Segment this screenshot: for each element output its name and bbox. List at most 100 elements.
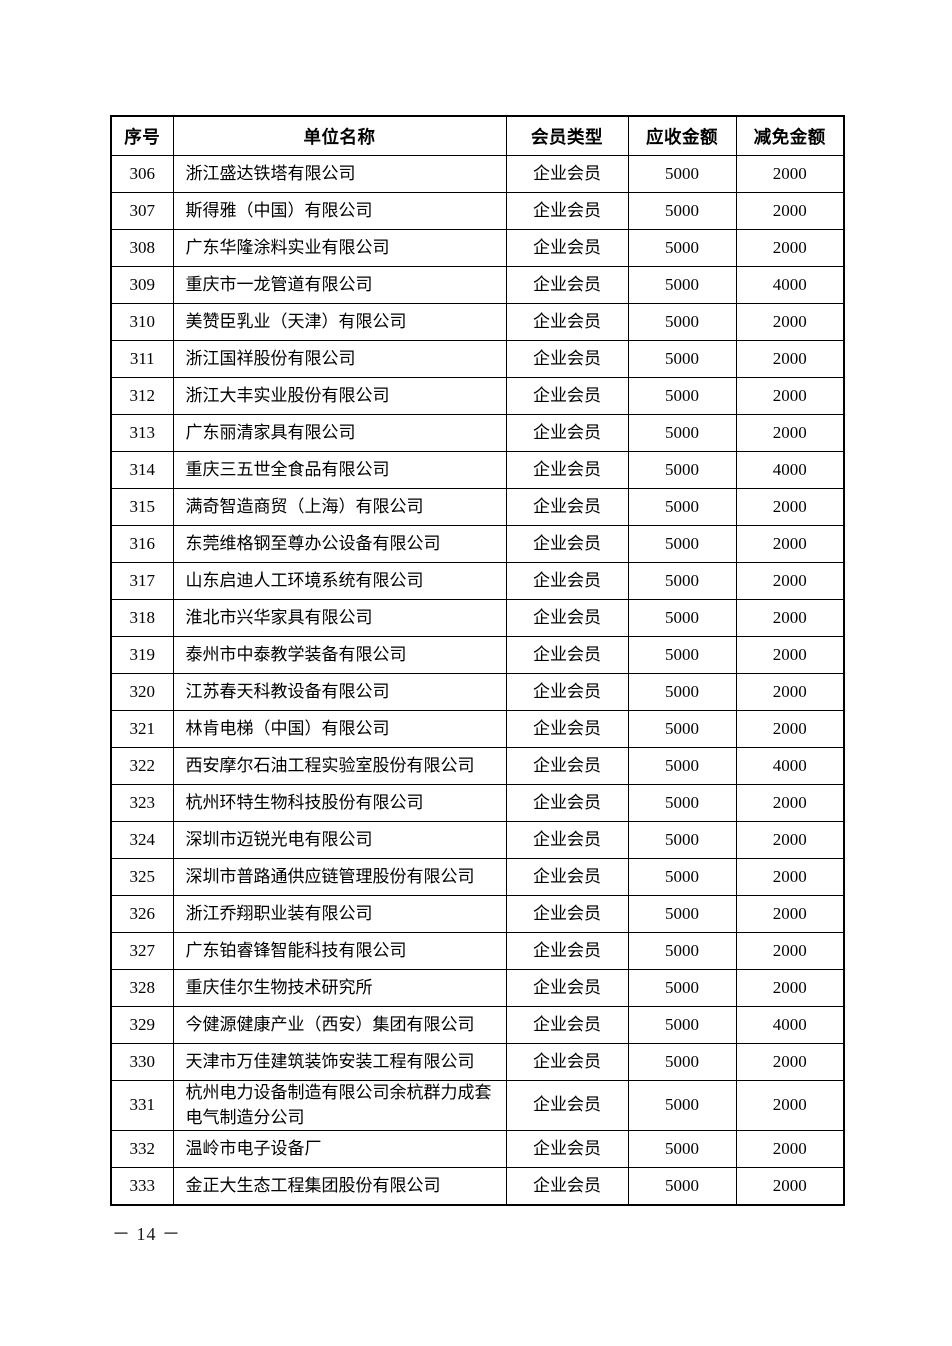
serial-number-column-header: 序号 (110, 115, 174, 156)
reduction-amount-cell: 2000 (735, 1130, 845, 1169)
table-row: 328 重庆佳尔生物技术研究所 企业会员 5000 2000 (110, 969, 845, 1007)
member-type-cell: 企业会员 (505, 1079, 629, 1132)
serial-number-cell: 313 (110, 414, 174, 452)
unit-name-cell: 广东丽清家具有限公司 (172, 414, 507, 452)
table-row: 312 浙江大丰实业股份有限公司 企业会员 5000 2000 (110, 377, 845, 415)
unit-name-cell: 泰州市中泰教学装备有限公司 (172, 636, 507, 674)
table-row: 306 浙江盛达铁塔有限公司 企业会员 5000 2000 (110, 155, 845, 193)
serial-number-cell: 311 (110, 340, 174, 378)
reduction-amount-cell: 2000 (735, 303, 845, 341)
member-type-cell: 企业会员 (505, 229, 629, 267)
member-type-cell: 企业会员 (505, 303, 629, 341)
reduction-amount-cell: 2000 (735, 525, 845, 563)
reduction-amount-cell: 2000 (735, 784, 845, 822)
receivable-amount-cell: 5000 (627, 599, 737, 637)
member-type-cell: 企业会员 (505, 969, 629, 1007)
member-type-cell: 企业会员 (505, 1130, 629, 1169)
reduction-amount-cell: 2000 (735, 969, 845, 1007)
member-type-cell: 企业会员 (505, 1043, 629, 1081)
reduction-amount-cell: 4000 (735, 266, 845, 304)
serial-number-cell: 306 (110, 155, 174, 193)
member-type-cell: 企业会员 (505, 821, 629, 859)
receivable-amount-cell: 5000 (627, 303, 737, 341)
reduction-amount-cell: 2000 (735, 1167, 845, 1206)
serial-number-cell: 324 (110, 821, 174, 859)
serial-number-cell: 327 (110, 932, 174, 970)
unit-name-cell: 重庆佳尔生物技术研究所 (172, 969, 507, 1007)
unit-name-cell: 浙江国祥股份有限公司 (172, 340, 507, 378)
unit-name-cell: 斯得雅（中国）有限公司 (172, 192, 507, 230)
receivable-amount-cell: 5000 (627, 784, 737, 822)
member-type-cell: 企业会员 (505, 155, 629, 193)
table-row: 317 山东启迪人工环境系统有限公司 企业会员 5000 2000 (110, 562, 845, 600)
reduction-amount-cell: 2000 (735, 1079, 845, 1132)
table-row: 333 金正大生态工程集团股份有限公司 企业会员 5000 2000 (110, 1167, 845, 1206)
reduction-amount-cell: 4000 (735, 747, 845, 785)
serial-number-cell: 329 (110, 1006, 174, 1044)
receivable-amount-cell: 5000 (627, 340, 737, 378)
unit-name-cell: 杭州电力设备制造有限公司余杭群力成套电气制造分公司 (172, 1079, 507, 1132)
serial-number-cell: 317 (110, 562, 174, 600)
serial-number-cell: 322 (110, 747, 174, 785)
reduction-amount-cell: 2000 (735, 821, 845, 859)
member-type-cell: 企业会员 (505, 266, 629, 304)
receivable-amount-cell: 5000 (627, 525, 737, 563)
reduction-amount-cell: 4000 (735, 1006, 845, 1044)
receivable-amount-cell: 5000 (627, 266, 737, 304)
member-type-cell: 企业会员 (505, 562, 629, 600)
table-row: 329 今健源健康产业（西安）集团有限公司 企业会员 5000 4000 (110, 1006, 845, 1044)
receivable-amount-cell: 5000 (627, 562, 737, 600)
reduction-amount-cell: 2000 (735, 340, 845, 378)
unit-name-cell: 美赞臣乳业（天津）有限公司 (172, 303, 507, 341)
member-type-cell: 企业会员 (505, 414, 629, 452)
serial-number-cell: 309 (110, 266, 174, 304)
receivable-amount-cell: 5000 (627, 1043, 737, 1081)
member-type-cell: 企业会员 (505, 377, 629, 415)
receivable-amount-cell: 5000 (627, 821, 737, 859)
reduction-amount-cell: 2000 (735, 562, 845, 600)
receivable-amount-cell: 5000 (627, 673, 737, 711)
table-row: 307 斯得雅（中国）有限公司 企业会员 5000 2000 (110, 192, 845, 230)
table-row: 323 杭州环特生物科技股份有限公司 企业会员 5000 2000 (110, 784, 845, 822)
reduction-amount-cell: 2000 (735, 673, 845, 711)
member-type-cell: 企业会员 (505, 525, 629, 563)
serial-number-cell: 328 (110, 969, 174, 1007)
reduction-amount-cell: 2000 (735, 414, 845, 452)
table-row: 327 广东铂睿锋智能科技有限公司 企业会员 5000 2000 (110, 932, 845, 970)
receivable-amount-cell: 5000 (627, 1006, 737, 1044)
serial-number-cell: 321 (110, 710, 174, 748)
receivable-amount-cell: 5000 (627, 895, 737, 933)
unit-name-cell: 广东铂睿锋智能科技有限公司 (172, 932, 507, 970)
serial-number-cell: 312 (110, 377, 174, 415)
table-row: 325 深圳市普路通供应链管理股份有限公司 企业会员 5000 2000 (110, 858, 845, 896)
member-type-cell: 企业会员 (505, 636, 629, 674)
receivable-amount-cell: 5000 (627, 858, 737, 896)
unit-name-cell: 深圳市迈锐光电有限公司 (172, 821, 507, 859)
serial-number-cell: 330 (110, 1043, 174, 1081)
reduction-amount-cell: 2000 (735, 858, 845, 896)
reduction-amount-cell: 2000 (735, 229, 845, 267)
serial-number-cell: 314 (110, 451, 174, 489)
receivable-amount-cell: 5000 (627, 932, 737, 970)
table-row: 309 重庆市一龙管道有限公司 企业会员 5000 4000 (110, 266, 845, 304)
receivable-amount-cell: 5000 (627, 377, 737, 415)
table-row: 319 泰州市中泰教学装备有限公司 企业会员 5000 2000 (110, 636, 845, 674)
table-row: 314 重庆三五世全食品有限公司 企业会员 5000 4000 (110, 451, 845, 489)
receivable-amount-cell: 5000 (627, 710, 737, 748)
member-type-cell: 企业会员 (505, 451, 629, 489)
table-row: 330 天津市万佳建筑装饰安装工程有限公司 企业会员 5000 2000 (110, 1043, 845, 1081)
table-row: 324 深圳市迈锐光电有限公司 企业会员 5000 2000 (110, 821, 845, 859)
table-row: 315 满奇智造商贸（上海）有限公司 企业会员 5000 2000 (110, 488, 845, 526)
member-type-cell: 企业会员 (505, 340, 629, 378)
reduction-amount-cell: 2000 (735, 155, 845, 193)
unit-name-cell: 金正大生态工程集团股份有限公司 (172, 1167, 507, 1206)
member-type-cell: 企业会员 (505, 1006, 629, 1044)
serial-number-cell: 308 (110, 229, 174, 267)
unit-name-cell: 东莞维格钢至尊办公设备有限公司 (172, 525, 507, 563)
member-type-column-header: 会员类型 (505, 115, 629, 156)
receivable-amount-cell: 5000 (627, 155, 737, 193)
unit-name-cell: 今健源健康产业（西安）集团有限公司 (172, 1006, 507, 1044)
member-type-cell: 企业会员 (505, 673, 629, 711)
member-type-cell: 企业会员 (505, 192, 629, 230)
